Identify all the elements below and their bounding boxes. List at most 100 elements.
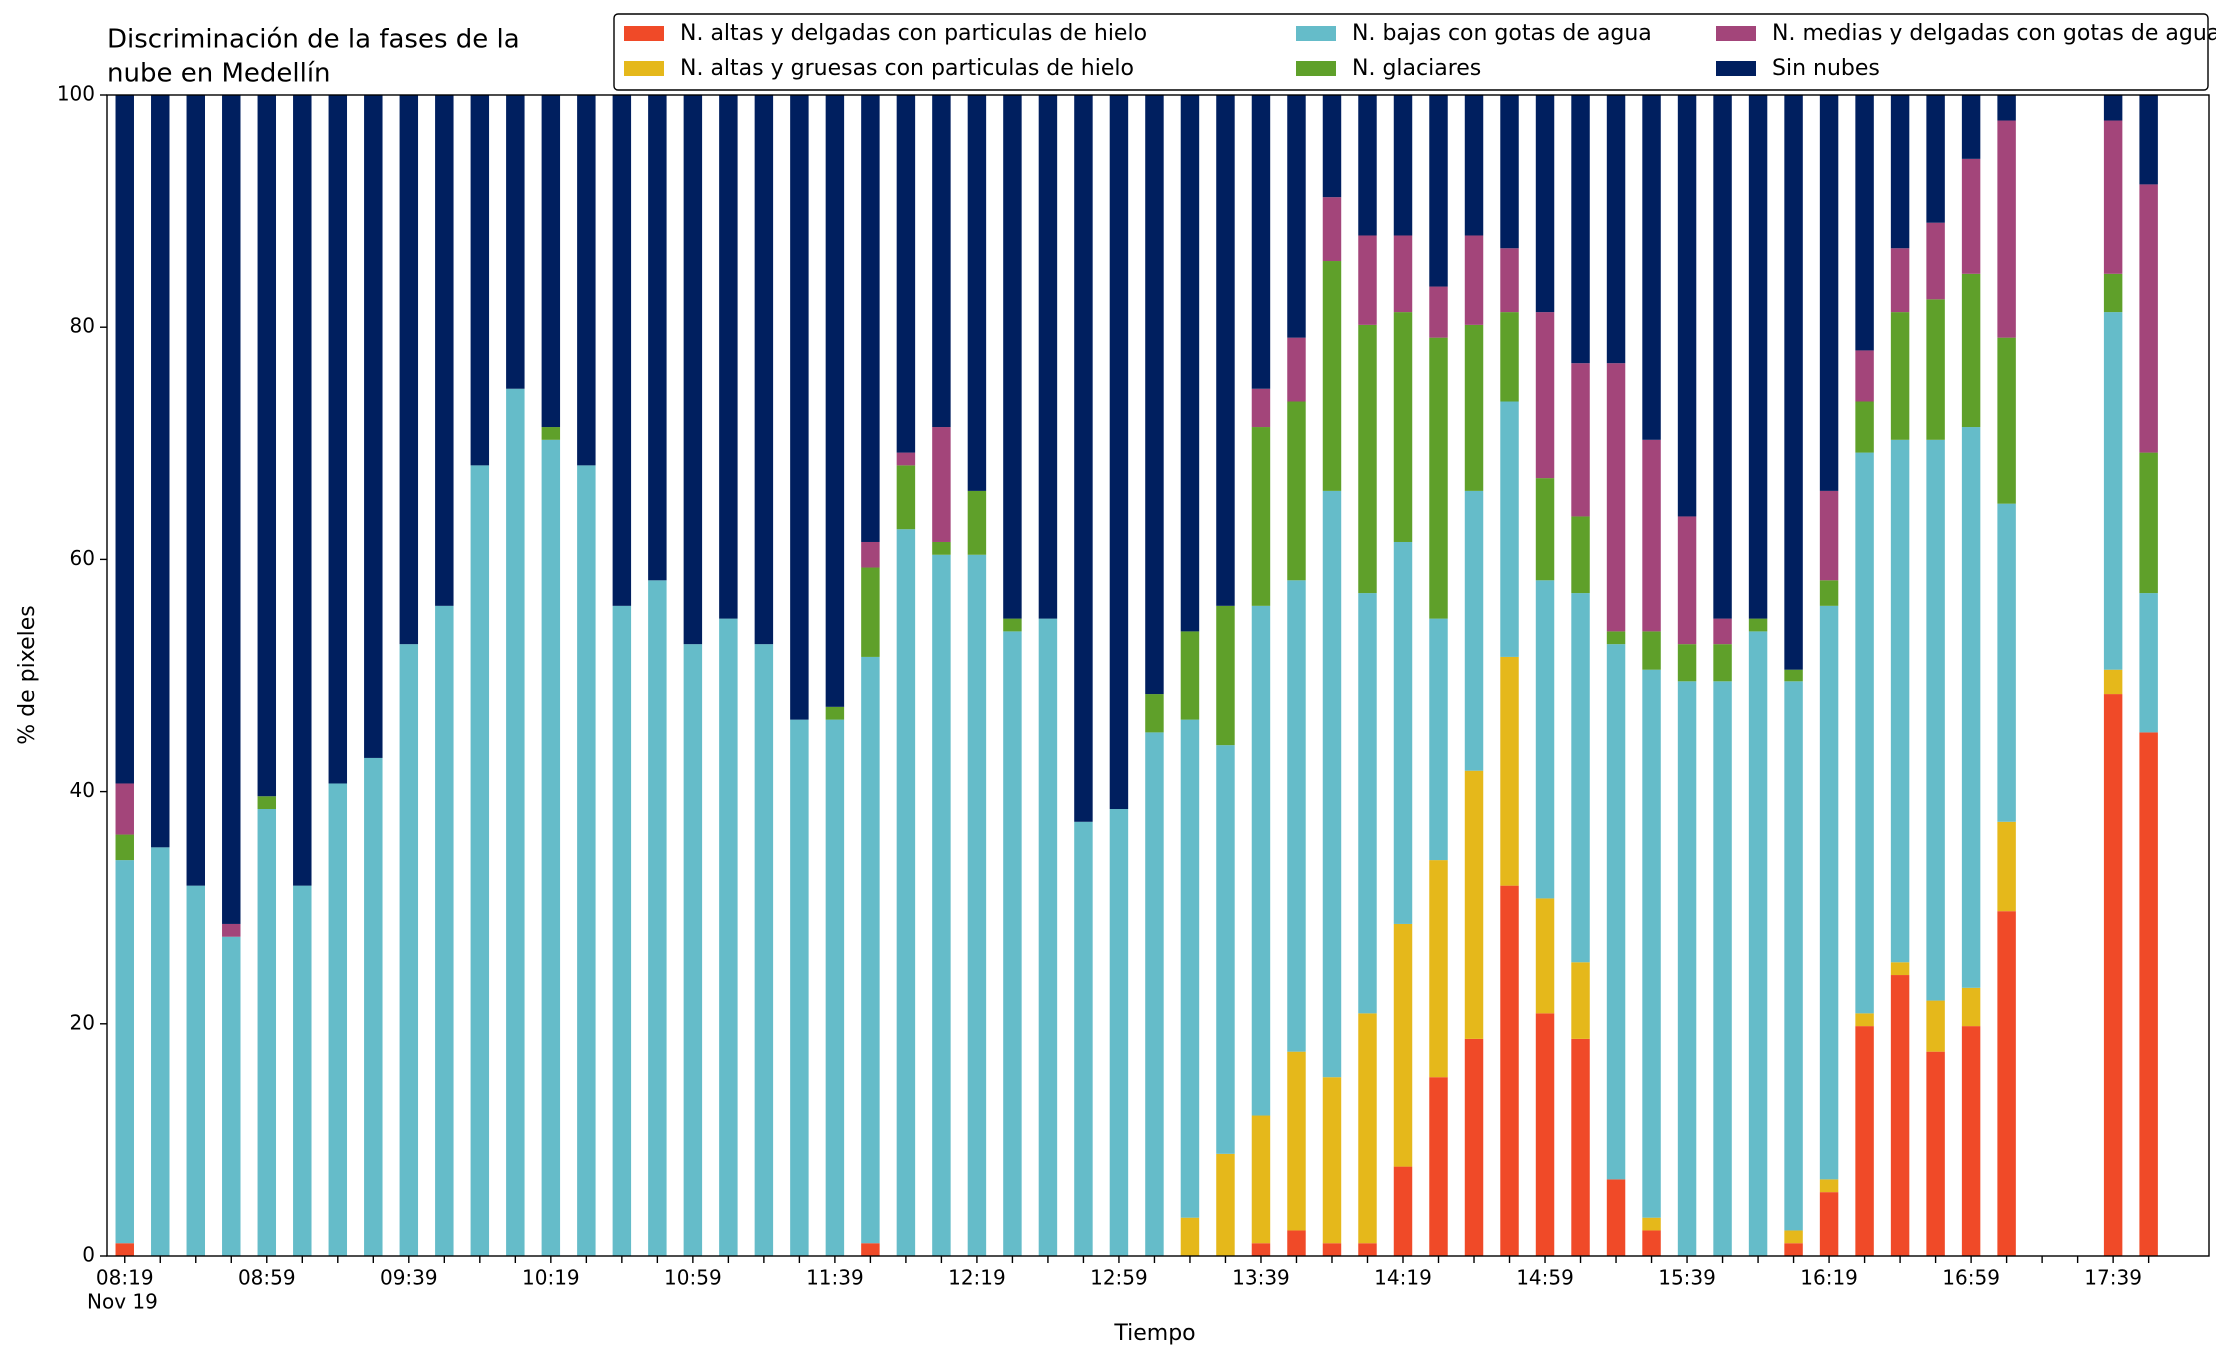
bar-segment <box>1464 235 1484 325</box>
bar-segment <box>1180 719 1200 1218</box>
bar-segment <box>1287 580 1306 1052</box>
bar-segment <box>790 719 809 1256</box>
bar-segment <box>1961 427 1981 988</box>
bar-segment <box>115 834 134 861</box>
bar-segment <box>1429 286 1448 338</box>
bar-segment <box>1961 1026 1981 1256</box>
bar-segment <box>1642 1230 1661 1256</box>
bar-segment <box>1287 401 1306 581</box>
bar-segment <box>1180 631 1200 720</box>
bar-segment <box>2103 669 2123 695</box>
bar-segment <box>1855 452 1874 1014</box>
bar-segment <box>1287 95 1306 338</box>
bar-segment <box>861 1243 880 1256</box>
bar-segment <box>1890 962 1910 976</box>
bar-segment <box>861 567 880 657</box>
bar-segment <box>1358 235 1377 325</box>
bar-segment <box>967 95 987 491</box>
bar-segment <box>1642 95 1661 440</box>
bar-segment <box>1961 158 1981 274</box>
bar-segment <box>1322 95 1342 198</box>
bar-segment <box>2103 120 2123 274</box>
y-tick-label: 100 <box>57 82 95 106</box>
bar-segment <box>1145 95 1164 695</box>
bar-segment <box>1713 681 1732 1256</box>
bar-segment <box>1784 1230 1803 1244</box>
bar-segment <box>1358 324 1377 594</box>
bar-segment <box>861 541 880 568</box>
y-tick-label: 20 <box>70 1010 95 1034</box>
chart-title: nube en Medellín <box>107 59 331 89</box>
legend-swatch <box>1716 61 1756 76</box>
bar-segment <box>1500 885 1519 1256</box>
bar-segment <box>1393 312 1413 542</box>
y-tick-label: 0 <box>82 1243 95 1267</box>
bar-segment <box>1997 821 2016 912</box>
bar-segment <box>186 885 205 1256</box>
legend-label: N. altas y delgadas con particulas de hi… <box>680 21 1147 46</box>
y-tick-label: 80 <box>70 314 95 338</box>
bar-segment <box>1606 1179 1626 1256</box>
bar-segment <box>1784 95 1803 670</box>
bar-segment <box>115 783 134 835</box>
bar-segment <box>1784 669 1803 682</box>
legend-swatch <box>624 26 664 41</box>
bar-segment <box>1251 427 1271 606</box>
bar-segment <box>1429 337 1448 619</box>
y-axis-label: % de pixeles <box>15 605 40 744</box>
bar-segment <box>1926 95 1945 223</box>
x-tick-label: 11:39 <box>806 1266 864 1290</box>
bar-segment <box>1535 312 1555 479</box>
bar-segment <box>1216 95 1235 606</box>
bar-segment <box>1429 618 1448 861</box>
bar-segment <box>1287 1230 1306 1256</box>
bar-segment <box>648 580 667 1256</box>
legend-swatch <box>1716 26 1756 41</box>
x-axis-label: Tiempo <box>1113 1321 1195 1346</box>
bar-segment <box>861 95 880 542</box>
bar-segment <box>1358 1243 1377 1256</box>
bar-segment <box>1571 516 1590 594</box>
bar-segment <box>1251 1243 1271 1256</box>
bar-segment <box>932 95 951 428</box>
bar-segment <box>1819 95 1839 491</box>
bar-segment <box>1819 490 1839 581</box>
legend-label: N. medias y delgadas con gotas de agua <box>1772 21 2216 46</box>
bar-segment <box>1784 1243 1803 1256</box>
bar-segment <box>541 95 561 428</box>
chart-title: Discriminación de la fases de la <box>107 25 520 55</box>
bar-segment <box>1464 324 1484 491</box>
bar-segment <box>1038 618 1058 1256</box>
bar-segment <box>1606 363 1626 632</box>
bar-segment <box>1464 770 1484 1039</box>
bar-segment <box>967 490 987 555</box>
bar-segment <box>293 885 312 1256</box>
bar-segment <box>1677 95 1697 517</box>
bar-segment <box>222 923 241 937</box>
bar-segment <box>825 719 845 1256</box>
bar-segment <box>541 439 561 1256</box>
bar-segment <box>1571 1038 1590 1256</box>
bar-segment <box>2139 95 2158 185</box>
bar-segment <box>1571 962 1590 1039</box>
bar-segment <box>1926 1051 1945 1256</box>
bar-segment <box>1677 681 1697 1256</box>
bar-segment <box>1322 261 1342 491</box>
bar-segment <box>1216 1153 1235 1256</box>
bar-segment <box>683 644 703 1256</box>
bar-segment <box>612 605 632 1256</box>
bar-segment <box>470 465 490 1256</box>
legend-label: N. altas y gruesas con particulas de hie… <box>680 56 1134 81</box>
bar-segment <box>1571 363 1590 517</box>
bar-segment <box>257 95 277 797</box>
bar-segment <box>2139 732 2158 1256</box>
bar-segment <box>115 860 134 1244</box>
x-tick-label: 15:39 <box>1658 1266 1716 1290</box>
bar-segment <box>1109 95 1129 810</box>
bar-segment <box>1322 1243 1342 1256</box>
legend-label: N. bajas con gotas de agua <box>1352 21 1652 46</box>
bar-segment <box>435 605 454 1256</box>
bar-segment <box>896 465 916 530</box>
plot-frame <box>106 94 2210 1257</box>
